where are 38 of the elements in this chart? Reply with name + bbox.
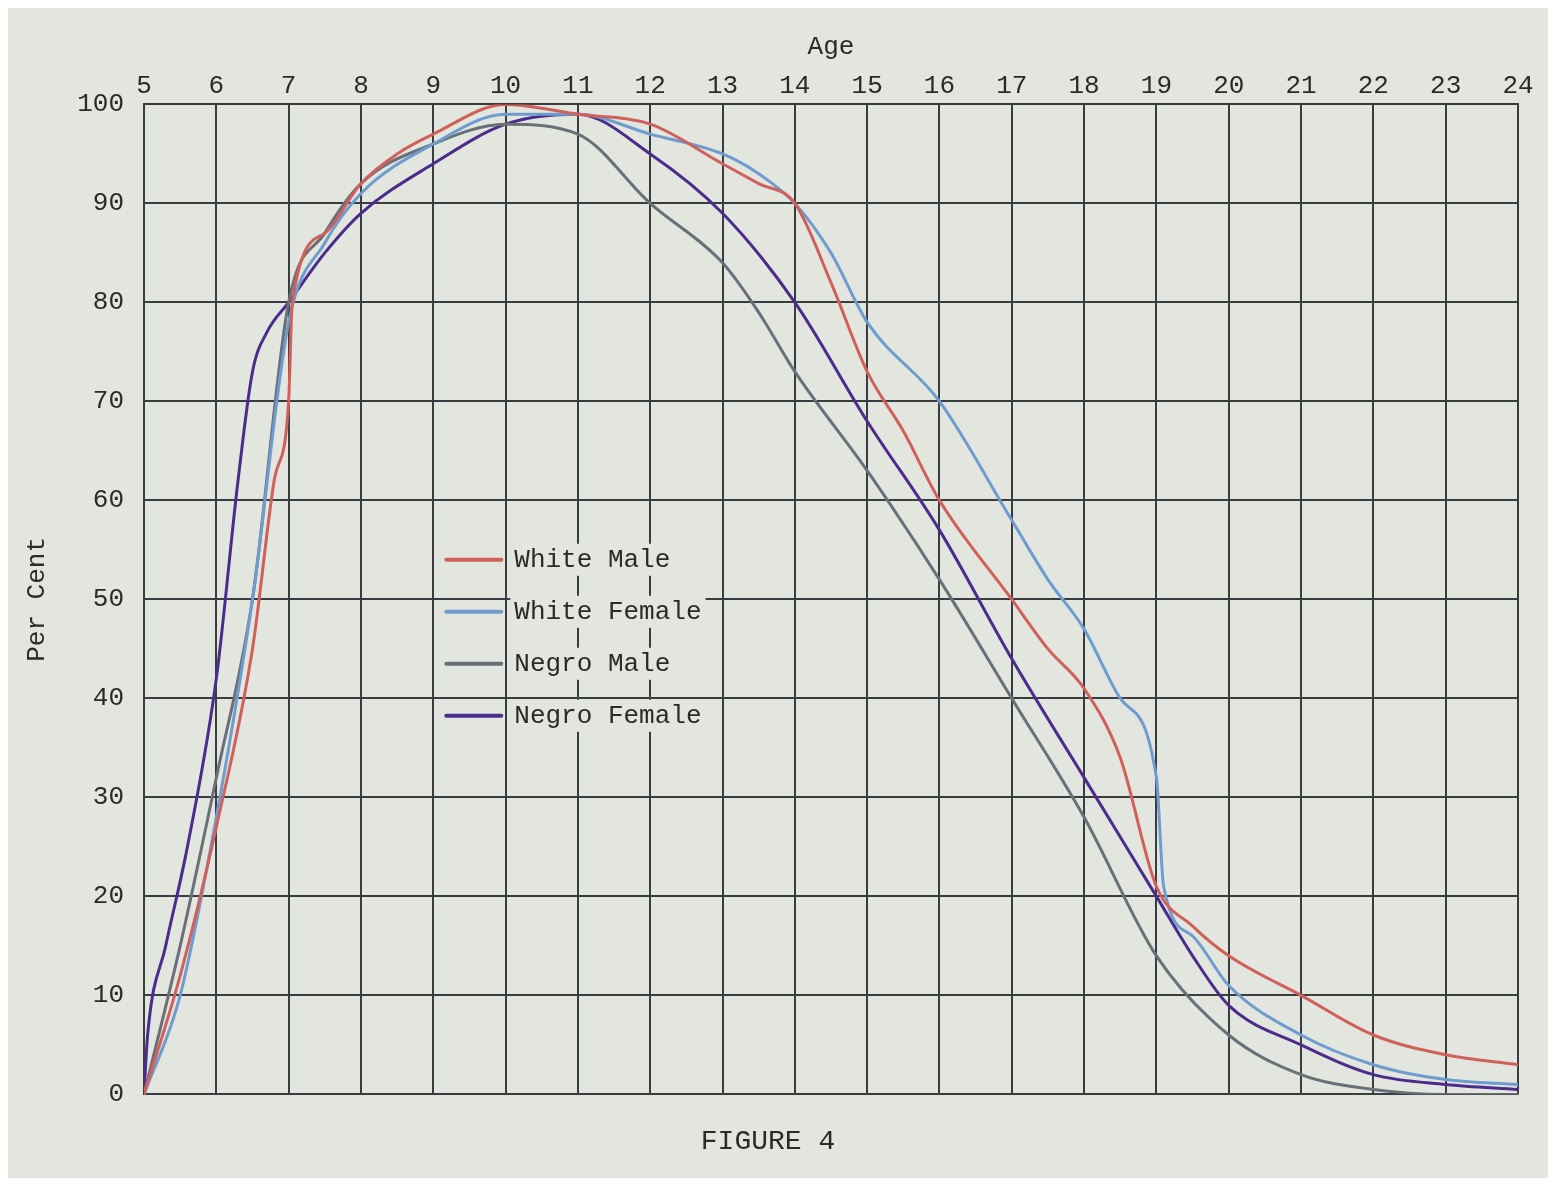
x-tick-label: 23: [1430, 70, 1462, 101]
y-tick-label: 100: [77, 89, 125, 120]
text: FIGURE 4: [700, 1125, 836, 1157]
x-tick-label: 17: [996, 70, 1028, 101]
x-tick-label: 7: [280, 70, 297, 101]
x-tick-label: 21: [1285, 70, 1317, 101]
legend-label: Negro Female: [514, 700, 702, 731]
x-tick-label: 15: [851, 70, 883, 101]
y-tick-label: 40: [92, 683, 125, 714]
x-tick-label: 12: [634, 70, 666, 101]
y-tick-label: 60: [92, 485, 125, 516]
legend-label: Negro Male: [514, 648, 671, 679]
x-tick-label: 14: [779, 70, 811, 101]
y-tick-label: 50: [92, 584, 125, 615]
y-tick-label: 0: [108, 1079, 125, 1110]
x-tick-label: 18: [1068, 70, 1100, 101]
x-tick-label: 10: [489, 70, 522, 101]
x-tick-label: 16: [923, 70, 956, 101]
x-tick-label: 8: [353, 70, 369, 101]
x-tick-label: 13: [706, 70, 739, 101]
y-tick-label: 10: [92, 980, 125, 1011]
x-tick-label: 20: [1213, 70, 1245, 101]
x-tick-label: 6: [208, 70, 225, 101]
x-tick-label: 19: [1140, 70, 1173, 101]
y-tick-label: 90: [92, 188, 125, 219]
y-axis-title: Per Cent: [22, 536, 53, 662]
x-tick-label: 5: [136, 70, 152, 101]
x-tick-label: 22: [1357, 70, 1389, 101]
x-tick-label: 11: [562, 70, 594, 101]
y-tick-label: 80: [92, 287, 125, 318]
y-tick-label: 30: [92, 782, 125, 813]
legend-label: White Female: [514, 596, 702, 627]
y-tick-label: 20: [92, 881, 125, 912]
x-axis-title: Age: [807, 32, 855, 63]
y-tick-label: 70: [92, 386, 125, 417]
legend-label: White Male: [514, 544, 671, 575]
x-tick-label: 24: [1502, 70, 1534, 101]
x-tick-label: 9: [425, 70, 442, 101]
